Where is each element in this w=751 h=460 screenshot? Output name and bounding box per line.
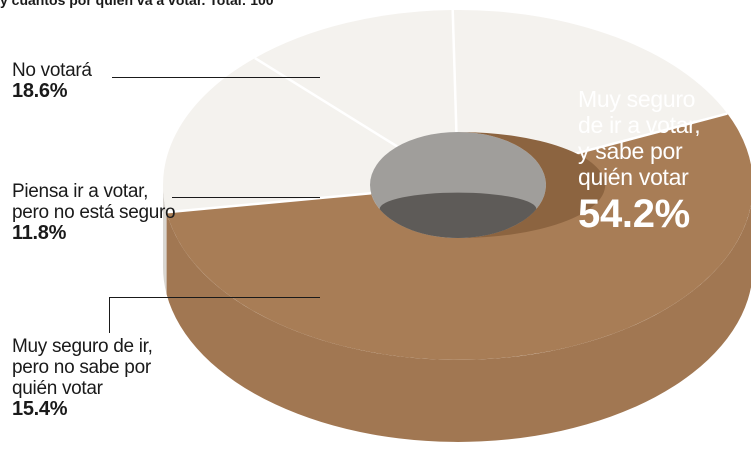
- divider-muy-seguro-end: [254, 57, 399, 148]
- label-main-line-1: Muy seguro: [578, 86, 696, 112]
- rest-side-wall: [163, 185, 167, 295]
- label-no-votara-pct: 18.6%: [12, 80, 68, 102]
- label-main-line-4: quién votar: [578, 164, 689, 190]
- slice-muy-seguro-top: [163, 58, 398, 213]
- label-no-votara: No votará 18.6%: [12, 60, 92, 102]
- leader-line-muy-seguro-horizontal: [109, 297, 320, 298]
- label-piensa-pct: 11.8%: [12, 222, 67, 244]
- label-main-line-3: y sabe por: [578, 138, 683, 164]
- divider-piensa-end: [451, 9, 458, 133]
- divider-main-end: [166, 191, 372, 214]
- slice-main-top: [166, 113, 751, 360]
- leader-line-no-votara: [112, 77, 320, 78]
- main-side-wall: [166, 204, 751, 442]
- label-muy-seguro-no-sabe: Muy seguro de ir, pero no sabe por quién…: [12, 336, 153, 420]
- hole-inner-floor: [379, 192, 537, 239]
- cut-off-header-text: y cuántos por quién va a votar. Total: 1…: [0, 0, 274, 8]
- label-main-line-2: de ir a votar,: [578, 112, 701, 138]
- label-main-slice: Muy seguro de ir a votar, y sabe por qui…: [578, 86, 701, 236]
- label-muy-seguro-line-3: quién votar: [12, 378, 103, 399]
- label-piensa-line-1: Piensa ir a votar,: [12, 181, 149, 202]
- label-piensa: Piensa ir a votar, pero no está seguro 1…: [12, 181, 176, 244]
- leader-line-muy-seguro-vertical: [109, 297, 110, 333]
- label-piensa-line-2: pero no está seguro: [12, 202, 176, 223]
- label-muy-seguro-line-2: pero no sabe por: [12, 357, 151, 378]
- hole-inner-wall-main: [458, 132, 606, 238]
- slice-piensa-top: [254, 10, 457, 147]
- label-muy-seguro-pct: 15.4%: [12, 398, 68, 420]
- slice-no-votara-top: [452, 9, 728, 164]
- label-muy-seguro-line-1: Muy seguro de ir,: [12, 336, 153, 357]
- label-no-votara-line-1: No votará: [12, 60, 92, 81]
- leader-line-piensa: [172, 197, 320, 198]
- label-main-pct: 54.2%: [578, 192, 690, 236]
